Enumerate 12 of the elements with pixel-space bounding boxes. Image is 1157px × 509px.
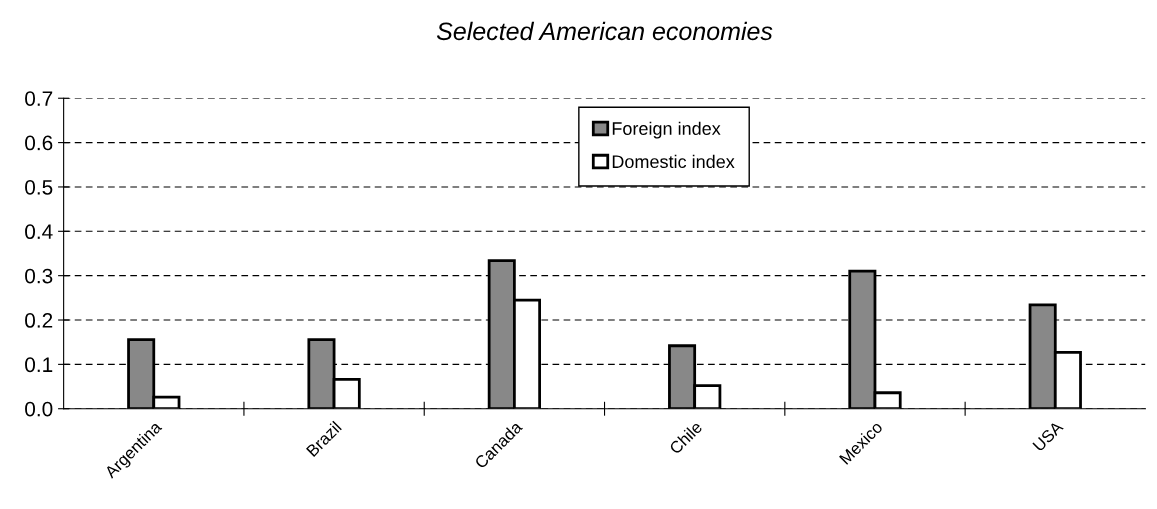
y-tick-label: 0.5 [25, 179, 53, 195]
chart-title: Selected American economies [436, 21, 773, 41]
y-tick-label: 0.1 [25, 357, 53, 373]
y-tick-label: 0.6 [25, 135, 53, 151]
x-tick-label: USA [1032, 420, 1064, 452]
y-tick-label: 0.3 [25, 268, 53, 284]
y-tick-label: 0.2 [25, 313, 53, 328]
legend-label: Domestic index [612, 154, 735, 169]
y-tick-label: 0.0 [25, 401, 53, 417]
y-tick-label: 0.4 [25, 224, 53, 240]
legend-label: Foreign index [612, 121, 721, 139]
y-tick-label: 0.7 [25, 91, 53, 106]
